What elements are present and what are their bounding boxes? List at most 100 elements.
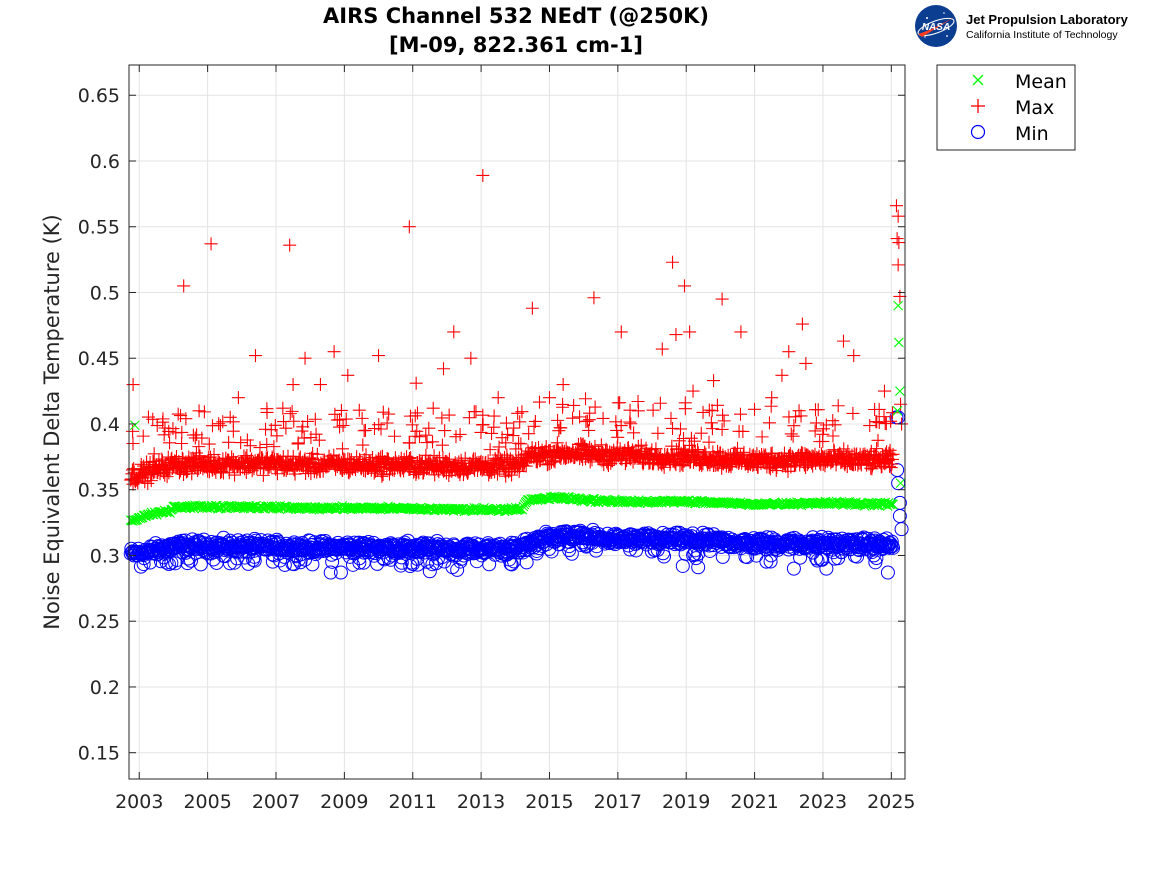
point-min: [629, 543, 644, 558]
point-max: [277, 415, 291, 429]
point-max: [304, 431, 318, 445]
point-max-outlier: [795, 317, 809, 331]
point-max: [169, 450, 183, 464]
point-max: [886, 447, 900, 461]
point-min: [847, 548, 862, 563]
point-max: [869, 415, 883, 429]
legend-label-mean: Mean: [1015, 71, 1067, 93]
point-mean-outlier: [893, 300, 904, 311]
point-max-outlier: [678, 279, 692, 293]
point-max: [704, 416, 718, 430]
point-max: [179, 412, 193, 426]
point-min: [293, 555, 308, 570]
point-min: [133, 559, 148, 574]
point-max: [885, 452, 899, 466]
point-min: [647, 542, 662, 557]
jpl-logo: NASA Jet Propulsion Laboratory Californi…: [915, 5, 1129, 47]
point-max: [583, 406, 597, 420]
point-max: [533, 454, 547, 468]
point-max: [243, 439, 257, 453]
point-min-outlier: [675, 558, 690, 573]
point-max: [286, 449, 300, 463]
point-max-outlier: [341, 368, 355, 382]
point-max: [550, 436, 564, 450]
point-min: [227, 555, 242, 570]
point-max: [174, 409, 188, 423]
point-max: [872, 402, 886, 416]
point-max: [886, 406, 900, 420]
point-min: [161, 557, 176, 572]
point-mean: [866, 498, 877, 509]
x-tick-label: 2009: [320, 791, 368, 813]
point-max: [334, 403, 348, 417]
point-mean: [888, 499, 898, 510]
point-max: [462, 411, 476, 425]
point-max: [651, 426, 665, 440]
point-max: [509, 442, 523, 456]
point-min: [305, 557, 320, 572]
point-max-outlier: [372, 349, 386, 363]
point-min: [738, 549, 753, 564]
point-max: [185, 467, 199, 481]
point-max: [748, 402, 762, 416]
point-max-outlier: [542, 391, 556, 405]
point-max: [567, 398, 581, 412]
point-max-outlier: [177, 279, 191, 293]
point-max-outlier: [587, 291, 601, 305]
point-min: [153, 554, 168, 569]
point-min: [702, 543, 717, 558]
point-max: [492, 440, 506, 454]
point-max: [613, 396, 627, 410]
point-max: [816, 427, 830, 441]
point-max: [260, 405, 274, 419]
point-min-outlier: [880, 565, 895, 580]
point-max: [499, 416, 513, 430]
point-min: [410, 551, 425, 566]
point-max: [442, 408, 456, 422]
point-max-outlier: [402, 220, 416, 234]
y-tick-label: 0.35: [78, 480, 120, 502]
y-tick-label: 0.65: [78, 85, 120, 107]
point-max: [288, 467, 302, 481]
point-max: [511, 406, 525, 420]
y-tick-label: 0.6: [90, 151, 120, 173]
point-min: [879, 531, 894, 546]
x-tick-label: 2023: [799, 791, 847, 813]
series-mean: [125, 300, 906, 526]
point-max: [580, 414, 594, 428]
point-min: [291, 552, 306, 567]
point-max: [715, 422, 729, 436]
point-max: [408, 429, 422, 443]
point-max: [147, 447, 161, 461]
point-min: [230, 551, 245, 566]
point-max: [809, 416, 823, 430]
point-max: [382, 407, 396, 421]
point-min: [827, 551, 842, 566]
point-min: [579, 539, 594, 554]
point-max: [403, 409, 417, 423]
point-max: [485, 426, 499, 440]
point-min: [688, 543, 703, 558]
point-min: [383, 552, 398, 567]
point-mean-outlier: [129, 420, 140, 431]
point-max: [339, 412, 353, 426]
point-min: [180, 556, 195, 571]
point-max: [718, 450, 732, 464]
x-tick-label: 2011: [389, 791, 437, 813]
point-max: [611, 430, 625, 444]
point-max: [175, 425, 189, 439]
point-min: [356, 555, 371, 570]
point-mean: [479, 502, 489, 513]
point-max: [733, 407, 747, 421]
point-min: [298, 552, 313, 567]
point-max: [302, 464, 316, 478]
point-min: [886, 540, 901, 555]
point-max: [179, 465, 193, 479]
point-min: [589, 539, 604, 554]
x-tick-label: 2019: [662, 791, 710, 813]
point-max: [495, 431, 509, 445]
point-max: [141, 410, 155, 424]
x-tick-label: 2007: [252, 791, 300, 813]
point-min-outlier: [333, 565, 348, 580]
